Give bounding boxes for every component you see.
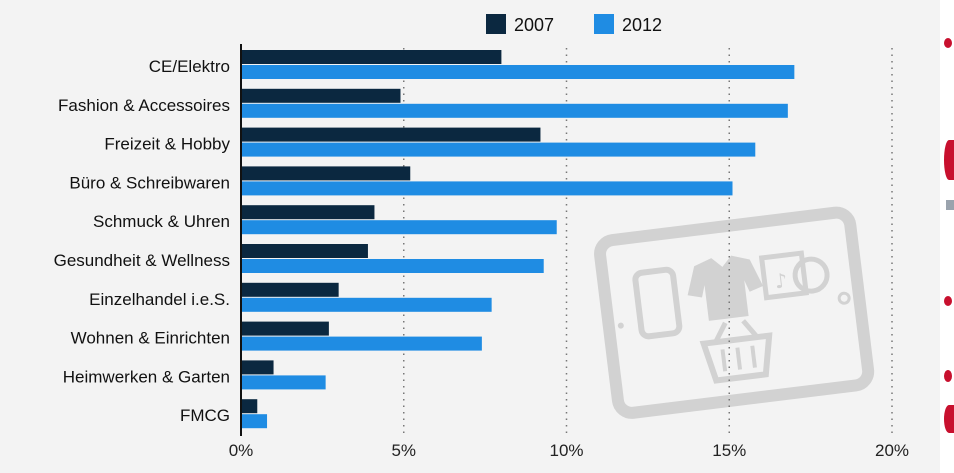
bar-2007 <box>241 360 274 375</box>
category-label: Einzelhandel i.e.S. <box>89 290 230 309</box>
edge-mark <box>944 38 952 48</box>
edge-mark <box>944 405 954 433</box>
tablet-icon: ♪ <box>594 206 875 419</box>
category-label: Wohnen & Einrichten <box>71 329 230 348</box>
edge-mark <box>946 200 954 210</box>
bar-2012 <box>241 181 733 196</box>
category-label: FMCG <box>180 406 230 425</box>
bar-2007 <box>241 399 258 414</box>
bar-2012 <box>241 375 326 390</box>
edge-mark <box>944 140 954 180</box>
clothing-icon <box>687 255 764 321</box>
bar-2007 <box>241 50 502 64</box>
bar-2012 <box>241 142 756 157</box>
bar-2007 <box>241 321 329 336</box>
category-label: CE/Elektro <box>149 57 230 76</box>
svg-text:♪: ♪ <box>773 268 789 293</box>
bar-2012 <box>241 336 482 351</box>
bar-2007 <box>241 205 375 220</box>
bar-2012 <box>241 414 268 429</box>
shopping-basket-icon <box>699 319 773 384</box>
category-label: Fashion & Accessoires <box>58 96 230 115</box>
legend: 2007 2012 <box>486 14 662 35</box>
x-tick-label: 15% <box>712 441 746 460</box>
bar-2012 <box>241 259 544 273</box>
bar-2012 <box>241 103 788 118</box>
bar-2012 <box>241 297 492 312</box>
bar-2007 <box>241 244 368 258</box>
x-tick-label: 20% <box>875 441 909 460</box>
legend-label: 2007 <box>514 15 554 35</box>
smartphone-icon <box>632 266 683 340</box>
tick-labels: 0% 5% 10% 15% 20% <box>229 441 909 460</box>
edge-strip <box>940 0 954 473</box>
bars <box>241 50 795 429</box>
category-label: Gesundheit & Wellness <box>54 251 230 270</box>
legend-swatch <box>594 14 614 34</box>
bar-2012 <box>241 65 795 79</box>
edge-mark <box>944 296 952 306</box>
bar-2007 <box>241 88 401 103</box>
x-tick-label: 5% <box>391 441 416 460</box>
watermark: ♪ <box>594 206 875 419</box>
bar-2007 <box>241 282 339 297</box>
category-label: Büro & Schreibwaren <box>69 173 230 192</box>
category-label: Heimwerken & Garten <box>63 367 230 386</box>
x-tick-label: 10% <box>549 441 583 460</box>
category-label: Schmuck & Uhren <box>93 212 230 231</box>
x-tick-label: 0% <box>229 441 254 460</box>
bar-2007 <box>241 127 541 142</box>
edge-mark <box>944 370 952 382</box>
music-media-icon: ♪ <box>758 250 830 301</box>
legend-swatch <box>486 14 506 34</box>
category-labels: CE/Elektro Fashion & Accessoires Freizeit … <box>54 57 231 425</box>
bar-2007 <box>241 166 411 181</box>
category-label: Freizeit & Hobby <box>104 135 230 154</box>
legend-label: 2012 <box>622 15 662 35</box>
bar-2012 <box>241 220 557 235</box>
